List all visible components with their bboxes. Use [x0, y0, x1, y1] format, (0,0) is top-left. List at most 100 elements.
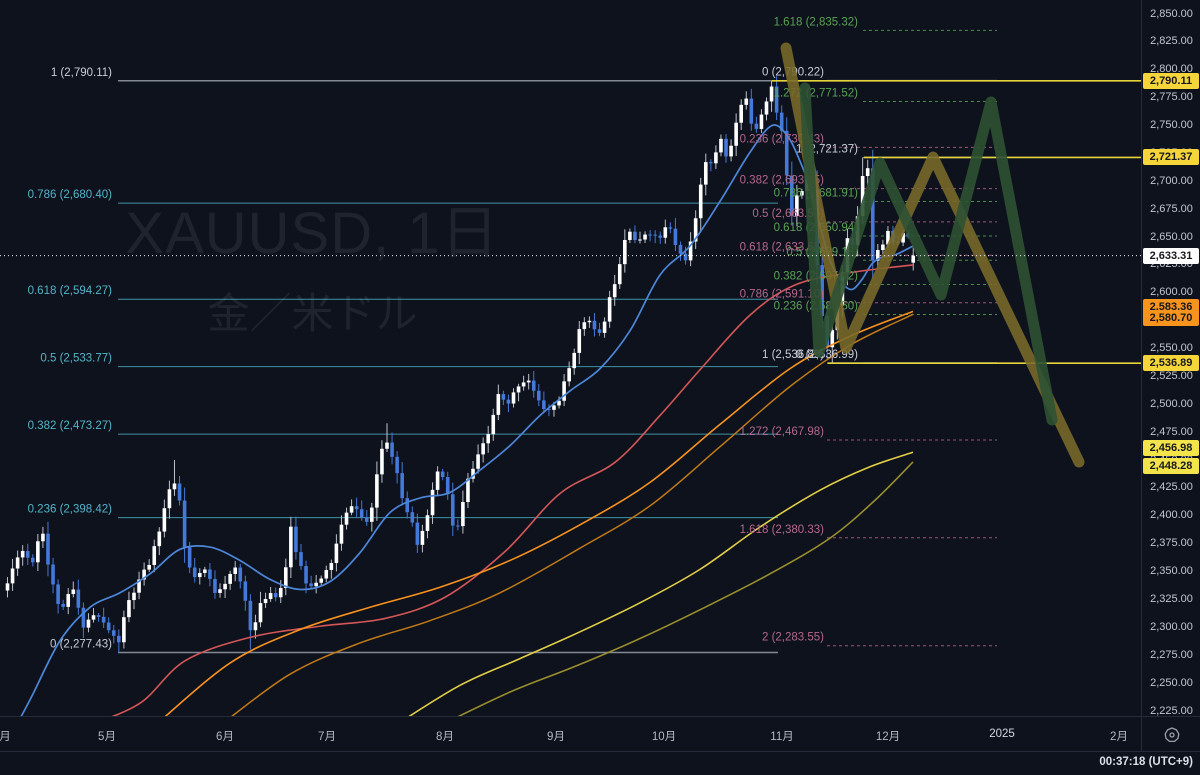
candle-body	[587, 320, 592, 323]
candle-body	[638, 239, 642, 241]
zigzag-olive[interactable]	[780, 42, 1085, 468]
candle-body	[501, 394, 506, 400]
candle-body	[86, 619, 91, 628]
candle-body	[865, 168, 870, 177]
fib-label-fib-nov-1.272: 1.272 (2,771.52)	[774, 88, 859, 100]
candle-body	[233, 567, 237, 574]
fib-label-fib-may-oct-1: 1 (2,790.11)	[51, 67, 112, 79]
candle-body	[870, 168, 875, 261]
price-level-badge: 2,721.37	[1143, 149, 1199, 166]
candle-body	[901, 232, 905, 243]
candle-body	[238, 567, 243, 582]
price-tick-label: 2,275.00	[1150, 648, 1193, 661]
candle-body	[268, 593, 273, 600]
candle-body	[309, 583, 313, 587]
candle-body	[830, 330, 835, 348]
candle-body	[284, 567, 288, 588]
candle-body	[46, 533, 50, 565]
time-scale[interactable]: 月 5月 6月 7月 8月 9月 10月 11月 12月 2025 2月	[0, 716, 1141, 752]
candle-body	[258, 603, 263, 623]
price-tick-label: 2,700.00	[1150, 174, 1193, 187]
price-tick-label: 2,400.00	[1150, 509, 1193, 522]
candle-body	[628, 231, 632, 240]
time-axis-label-7月: 7月	[318, 731, 336, 743]
candle-body	[476, 454, 480, 469]
fib-label-fib-oct-nov-1.618: 1.618 (2,380.33)	[740, 524, 825, 536]
price-level-badge: 2,536.89	[1143, 355, 1199, 372]
candle-body	[592, 320, 597, 330]
price-tick-label: 2,675.00	[1150, 202, 1193, 215]
candle-body	[213, 578, 217, 593]
candle-body	[66, 594, 71, 607]
price-tick-label: 2,775.00	[1150, 91, 1193, 104]
candle-body	[122, 617, 126, 643]
candle-body	[385, 442, 389, 449]
candle-body	[167, 489, 172, 509]
ma-orange-dark[interactable]	[220, 313, 914, 716]
candle-body	[739, 104, 743, 123]
candle-body	[466, 478, 470, 503]
candle-body	[531, 380, 536, 391]
candle-body	[61, 603, 65, 607]
candle-body	[71, 589, 76, 595]
time-axis-label-12月: 12月	[875, 731, 901, 743]
fib-label-fib-may-oct-0: 0 (2,277.43)	[50, 639, 112, 651]
time-axis-label-10月: 10月	[651, 731, 677, 743]
candle-body	[562, 381, 566, 401]
ma-olive[interactable]	[440, 461, 914, 716]
candle-body	[450, 494, 455, 526]
price-tick-label: 2,825.00	[1150, 35, 1193, 48]
ma-yellow[interactable]	[395, 451, 914, 716]
candle-body	[415, 522, 420, 545]
price-tick-label: 2,550.00	[1150, 342, 1193, 355]
candlestick-chart[interactable]: 1 (2,790.11) 0.786 (2,680.40) 0.618 (2,594…	[0, 0, 1141, 716]
price-tick-label: 2,750.00	[1150, 119, 1193, 132]
price-tick-label: 2,300.00	[1150, 620, 1193, 633]
candle-body	[91, 615, 96, 620]
zigzag-green[interactable]	[799, 82, 1058, 426]
fib-label-fib-may-oct-0.618: 0.618 (2,594.27)	[28, 285, 113, 297]
candle-body	[36, 541, 40, 563]
candle-body	[76, 589, 81, 608]
gear-icon[interactable]	[1163, 726, 1181, 744]
candle-body	[223, 583, 227, 590]
candle-body	[106, 622, 111, 631]
time-axis-label-6月: 6月	[216, 731, 234, 743]
candle-body	[678, 244, 683, 254]
candle-body	[734, 122, 738, 146]
candle-body	[617, 264, 622, 285]
fib-label-fib-oct-nov-0.382: 0.382 (2,693.45)	[740, 175, 825, 187]
candle-body	[521, 382, 526, 387]
candle-body	[187, 547, 192, 568]
candle-body	[557, 400, 561, 406]
candle-body	[132, 592, 136, 601]
candle-body	[111, 630, 116, 636]
candle-body	[552, 405, 556, 410]
candle-body	[96, 615, 101, 617]
candle-body	[344, 512, 349, 525]
price-tick-label: 2,250.00	[1150, 676, 1193, 689]
price-scale[interactable]: 2,850.00 2,825.00 2,800.00 2,775.00 2,750.00…	[1141, 0, 1200, 717]
candle-body	[602, 321, 607, 333]
candle-body	[390, 442, 394, 457]
candle-body	[364, 517, 369, 522]
candle-body	[511, 392, 516, 404]
candle-body	[263, 599, 268, 604]
fib-label-fib-may-oct-0.382: 0.382 (2,473.27)	[28, 420, 113, 432]
chart-plot-area[interactable]: 1 (2,790.11) 0.786 (2,680.40) 0.618 (2,594…	[0, 0, 1141, 716]
candle-body	[486, 434, 490, 444]
price-tick-label: 2,650.00	[1150, 230, 1193, 243]
candle-body	[370, 507, 374, 522]
candle-body	[784, 130, 789, 176]
candle-body	[420, 530, 425, 545]
price-tick-label: 2,525.00	[1150, 369, 1193, 382]
time-axis-label-9月: 9月	[547, 731, 565, 743]
candle-body	[800, 191, 804, 196]
candle-body	[162, 508, 167, 532]
price-tick-label: 2,500.00	[1150, 397, 1193, 410]
ma-red[interactable]	[88, 264, 914, 716]
fib-label-fib-may-oct-0.236: 0.236 (2,398.42)	[28, 504, 113, 516]
ma-orange[interactable]	[155, 310, 914, 716]
price-level-badge: 2,456.98	[1143, 440, 1199, 457]
candle-body	[795, 195, 799, 216]
